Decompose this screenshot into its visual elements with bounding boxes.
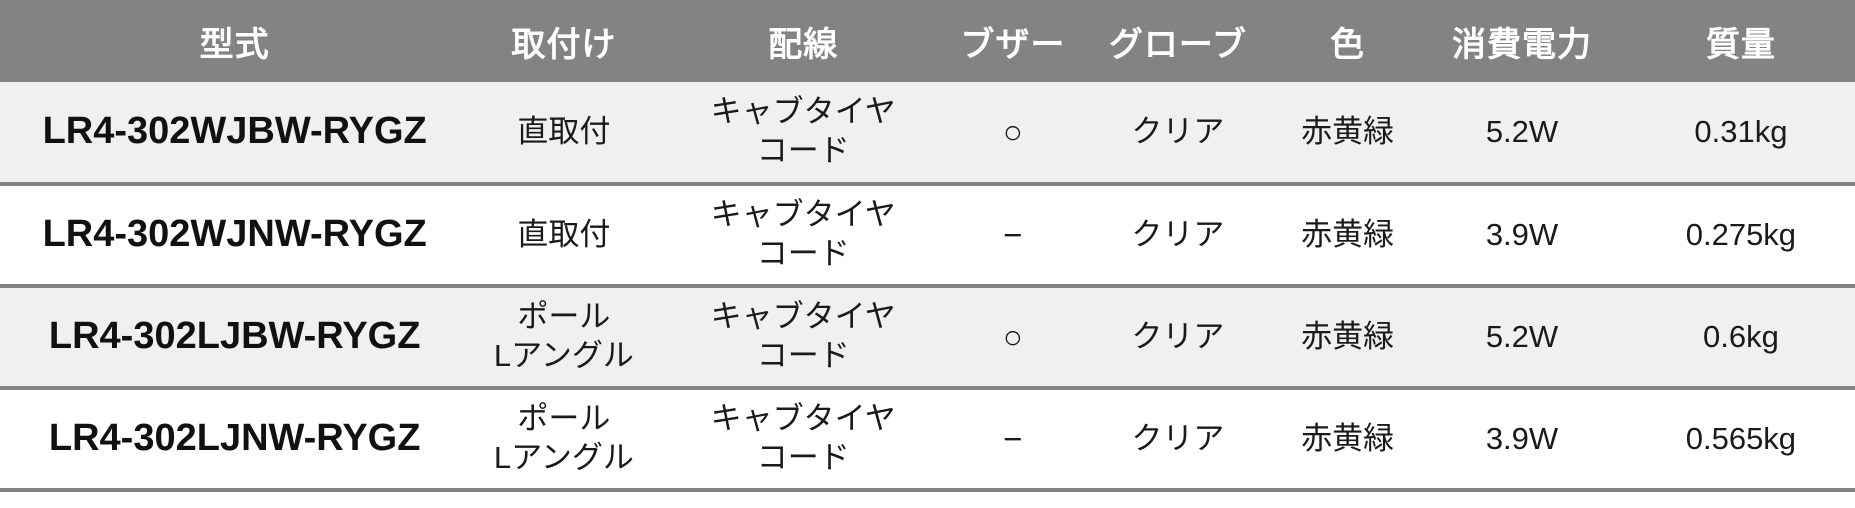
column-header-buzzer: ブザー	[947, 0, 1078, 82]
column-header-globe: グローブ	[1077, 0, 1279, 82]
cell-power: 5.2W	[1485, 113, 1559, 149]
cell-color: 赤黄緑	[1301, 216, 1395, 252]
cell-wiring: キャブタイヤ コード	[710, 94, 896, 168]
column-header-power: 消費電力	[1417, 0, 1627, 82]
cell-globe: クリア	[1131, 420, 1225, 456]
table-row: LR4-302WJNW-RYGZ 直取付 キャブタイヤ コード − クリア 赤黄緑 3.9W…	[0, 184, 1855, 286]
column-header-weight: 質量	[1626, 0, 1855, 82]
cell-color: 赤黄緑	[1301, 420, 1395, 456]
cell-power: 5.2W	[1485, 318, 1559, 354]
header-row: 型式 取付け 配線 ブザー グローブ色消費電力 質量	[0, 0, 1855, 82]
cell-buzzer: ○	[1002, 113, 1023, 151]
cell-model: LR4-302WJBW-RYGZ	[42, 110, 427, 153]
cell-wiring: キャブタイヤ コード	[710, 401, 896, 475]
cell-globe: クリア	[1131, 113, 1225, 149]
cell-model: LR4-302LJNW-RYGZ	[48, 417, 421, 460]
cell-power: 3.9W	[1485, 216, 1559, 252]
cell-mounting: ポール Lアングル	[493, 401, 634, 475]
cell-buzzer: ○	[1002, 318, 1023, 356]
cell-globe: クリア	[1131, 216, 1225, 252]
cell-power: 3.9W	[1485, 420, 1559, 456]
cell-weight: 0.31kg	[1694, 113, 1788, 149]
product-spec-table: 型式 取付け 配線 ブザー グローブ色消費電力 質量 LR4-302WJBW-RYGZ 直取…	[0, 0, 1855, 490]
table-body: LR4-302WJBW-RYGZ 直取付 キャブタイヤ コード ○ クリア 赤黄緑 5.2W…	[0, 82, 1855, 490]
cell-color: 赤黄緑	[1301, 113, 1395, 149]
cell-weight: 0.565kg	[1685, 420, 1797, 456]
cell-buzzer: −	[1003, 216, 1023, 254]
column-header-model: 型式	[0, 0, 470, 82]
cell-mounting: ポール Lアングル	[493, 299, 634, 373]
cell-weight: 0.6kg	[1702, 318, 1779, 354]
column-header-wiring: 配線	[658, 0, 948, 82]
table-row: LR4-302WJBW-RYGZ 直取付 キャブタイヤ コード ○ クリア 赤黄緑 5.2W…	[0, 82, 1855, 184]
cell-model: LR4-302WJNW-RYGZ	[42, 213, 427, 256]
table-row: LR4-302LJBW-RYGZ ポール Lアングル キャブタイヤ コード ○ クリア 赤…	[0, 286, 1855, 388]
cell-model: LR4-302LJBW-RYGZ	[48, 315, 421, 358]
cell-wiring: キャブタイヤ コード	[710, 299, 896, 373]
cell-weight: 0.275kg	[1685, 216, 1797, 252]
cell-mounting: 直取付	[517, 113, 611, 149]
cell-mounting: 直取付	[517, 216, 611, 252]
column-header-mounting: 取付け	[469, 0, 659, 82]
cell-globe: クリア	[1131, 318, 1225, 354]
cell-buzzer: −	[1003, 420, 1023, 458]
cell-color: 赤黄緑	[1301, 318, 1395, 354]
table-row: LR4-302LJNW-RYGZ ポール Lアングル キャブタイヤ コード − クリア 赤…	[0, 388, 1855, 490]
column-header-color: 色	[1278, 0, 1418, 82]
cell-wiring: キャブタイヤ コード	[710, 197, 896, 271]
